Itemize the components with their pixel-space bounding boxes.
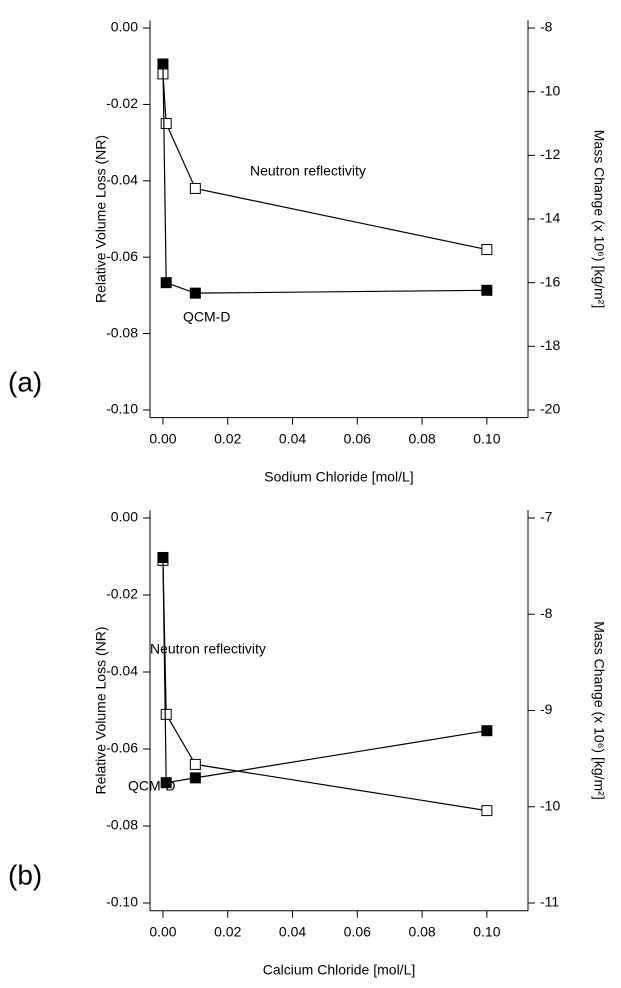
y2-tick-label: -10	[540, 797, 560, 813]
data-point	[189, 182, 201, 194]
y-tick-label: 0.00	[111, 509, 138, 525]
data-point	[157, 58, 169, 70]
y-tick-label: -0.02	[106, 95, 138, 111]
y2-tick-label: -10	[540, 82, 560, 98]
data-point	[160, 708, 172, 720]
y-tick-label: -0.08	[106, 817, 138, 833]
x-tick-label: 0.10	[473, 430, 500, 446]
y2-tick-label: -8	[540, 19, 553, 35]
x-tick-label: 0.04	[279, 430, 306, 446]
data-point	[481, 284, 493, 296]
data-point	[189, 758, 201, 770]
data-point	[189, 772, 201, 784]
x-tick-label: 0.10	[473, 923, 500, 939]
y2-axis-title: Mass Change (x 10⁶) [kg/m²]	[591, 621, 607, 800]
y2-tick-label: -8	[540, 605, 553, 621]
series-line	[162, 557, 487, 784]
y-tick-label: -0.06	[106, 248, 138, 264]
x-tick-label: 0.08	[408, 430, 435, 446]
y2-tick-label: -11	[540, 894, 559, 910]
x-tick-label: 0.02	[214, 430, 241, 446]
data-point	[160, 118, 172, 130]
y2-tick-label: -12	[540, 146, 560, 162]
data-point	[160, 777, 172, 789]
series-label: QCM-D	[183, 309, 230, 325]
data-point	[481, 805, 493, 817]
y-axis-title: Relative Volume Loss (NR)	[93, 135, 109, 303]
x-tick-label: 0.00	[149, 430, 176, 446]
x-tick-label: 0.06	[344, 430, 371, 446]
y-tick-label: -0.10	[106, 894, 138, 910]
series-label: Neutron reflectivity	[250, 163, 366, 179]
x-tick-label: 0.04	[279, 923, 306, 939]
y-axis-title: Relative Volume Loss (NR)	[93, 626, 109, 794]
panel-label: (a)	[8, 366, 42, 397]
y-tick-label: -0.04	[106, 663, 138, 679]
y2-tick-label: -9	[540, 701, 553, 717]
x-tick-label: 0.02	[214, 923, 241, 939]
x-tick-label: 0.00	[149, 923, 176, 939]
y2-tick-label: -18	[540, 337, 560, 353]
series-line	[162, 560, 487, 812]
series-label: Neutron reflectivity	[150, 641, 266, 657]
data-point	[481, 725, 493, 737]
y2-tick-label: -16	[540, 273, 560, 289]
y-tick-label: -0.06	[106, 740, 138, 756]
y-tick-label: -0.02	[106, 586, 138, 602]
y2-tick-label: -20	[540, 401, 560, 417]
y-tick-label: -0.10	[106, 401, 138, 417]
x-axis-title: Sodium Chloride [mol/L]	[264, 468, 413, 484]
series-label: QCM-D	[128, 778, 175, 794]
panel-label: (b)	[8, 859, 42, 890]
y-tick-label: 0.00	[111, 19, 138, 35]
y-tick-label: -0.04	[106, 172, 138, 188]
y2-tick-label: -7	[540, 509, 553, 525]
series-line	[162, 73, 487, 251]
data-point	[157, 551, 169, 563]
x-axis-title: Calcium Chloride [mol/L]	[263, 961, 416, 977]
data-point	[160, 277, 172, 289]
data-point	[481, 244, 493, 256]
data-point	[189, 287, 201, 299]
y2-tick-label: -14	[540, 210, 560, 226]
series-line	[162, 63, 487, 294]
x-tick-label: 0.06	[344, 923, 371, 939]
x-tick-label: 0.08	[408, 923, 435, 939]
y-tick-label: -0.08	[106, 324, 138, 340]
y2-axis-title: Mass Change (x 10⁶) [kg/m²]	[591, 130, 607, 309]
